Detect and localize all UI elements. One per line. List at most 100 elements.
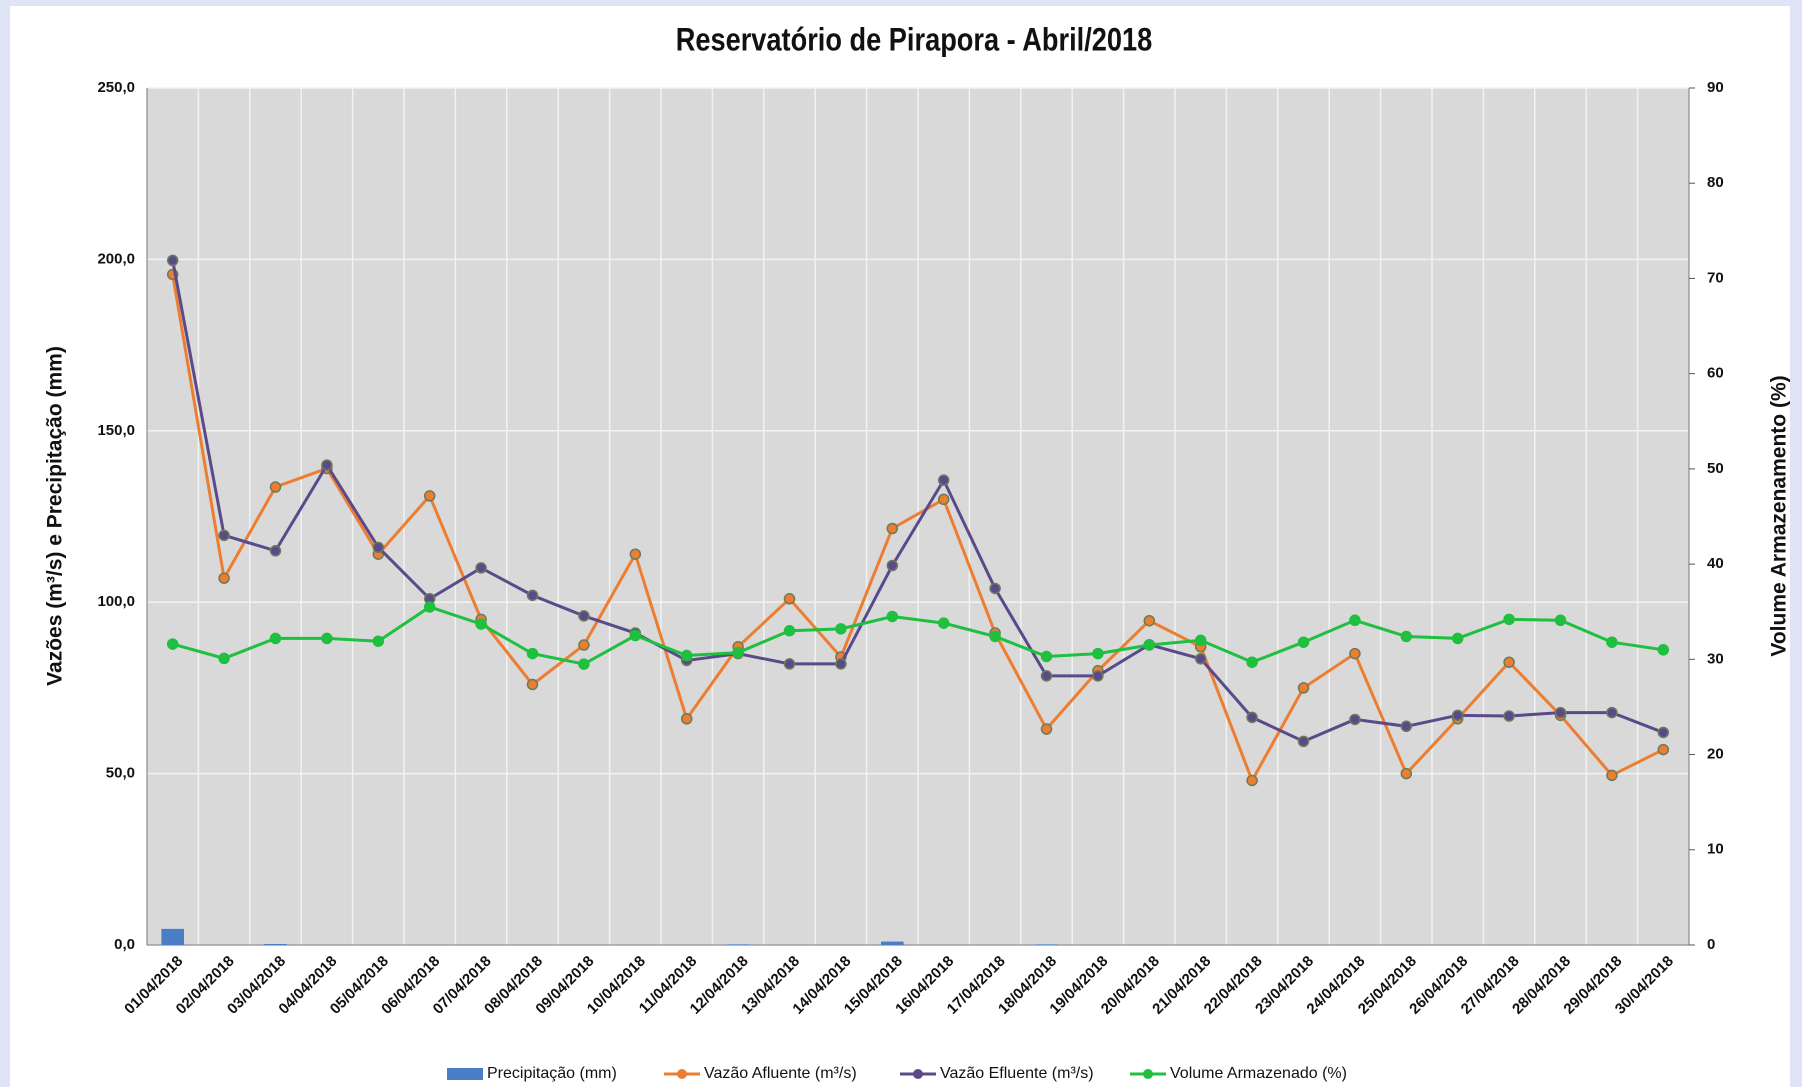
point — [1606, 769, 1618, 782]
point — [989, 630, 1001, 643]
point — [1503, 710, 1515, 722]
point — [372, 541, 385, 554]
point — [1040, 650, 1053, 663]
point — [578, 658, 590, 670]
point — [732, 646, 744, 659]
y-tick-label: 200,0 — [97, 250, 135, 267]
point — [937, 474, 950, 486]
point — [1400, 630, 1413, 643]
y2-tick-label: 80 — [1707, 174, 1724, 191]
y-tick-label: 150,0 — [97, 422, 135, 439]
point — [1451, 632, 1464, 645]
legend-label: Vazão Efluente (m³/s) — [940, 1065, 1094, 1082]
point — [783, 593, 796, 605]
chart-title: Reservatório de Pirapora - Abril/2018 — [676, 22, 1153, 58]
point — [269, 545, 282, 557]
bar — [1035, 944, 1058, 945]
legend-swatch — [1143, 1069, 1153, 1079]
point — [886, 522, 899, 535]
point — [1349, 647, 1361, 660]
point — [526, 589, 539, 602]
bar — [726, 944, 750, 945]
line — [171, 274, 1664, 784]
point — [269, 481, 282, 493]
point — [218, 572, 230, 584]
y-tick-label: 100,0 — [97, 593, 135, 610]
point — [1040, 723, 1053, 735]
point — [372, 635, 385, 647]
point — [1400, 767, 1413, 780]
point — [423, 601, 436, 613]
y2-tick-label: 40 — [1707, 555, 1724, 572]
point — [1503, 613, 1515, 626]
point — [1297, 636, 1310, 648]
point — [1143, 614, 1156, 627]
point — [1092, 647, 1104, 660]
point — [1349, 713, 1361, 726]
y2-tick-label: 70 — [1707, 269, 1724, 286]
point — [835, 623, 847, 635]
point — [321, 632, 333, 645]
point — [1400, 720, 1413, 733]
y-axis-title: Vazões (m³/s) e Precipitação (mm) — [44, 346, 67, 686]
point — [680, 649, 693, 662]
y-tick-label: 0,0 — [114, 936, 135, 953]
point — [989, 582, 1001, 595]
legend-label: Vazão Afluente (m³/s) — [704, 1065, 857, 1082]
point — [937, 617, 950, 629]
point — [629, 629, 642, 642]
point — [578, 610, 590, 622]
point — [1246, 774, 1258, 787]
line — [171, 260, 1664, 744]
y-tick-label: 50,0 — [106, 765, 135, 782]
point — [526, 678, 539, 691]
bar — [161, 928, 185, 945]
y2-tick-label: 90 — [1707, 79, 1724, 96]
point — [1349, 614, 1361, 627]
point — [475, 618, 487, 630]
point — [475, 562, 487, 574]
line — [172, 605, 1664, 666]
point — [1554, 614, 1567, 627]
point — [218, 652, 230, 665]
point — [680, 713, 693, 725]
y2-tick-label: 30 — [1707, 650, 1724, 667]
point — [578, 639, 590, 651]
y2-tick-label: 10 — [1707, 841, 1724, 858]
y2-tick-label: 50 — [1707, 460, 1724, 477]
y-tick-label: 250,0 — [97, 79, 135, 96]
point — [1657, 743, 1670, 756]
legend-swatch — [913, 1069, 923, 1079]
point — [1040, 670, 1053, 682]
y2-tick-label: 0 — [1707, 936, 1715, 953]
point — [1606, 636, 1618, 648]
point — [783, 625, 796, 637]
point — [1297, 735, 1310, 748]
point — [1503, 656, 1515, 668]
point — [886, 559, 899, 572]
legend-swatch — [447, 1068, 483, 1080]
point — [166, 638, 179, 650]
point — [218, 529, 230, 542]
point — [166, 254, 179, 267]
point — [835, 658, 847, 670]
point — [526, 647, 539, 660]
point — [1657, 644, 1670, 656]
point — [937, 493, 950, 506]
legend-label: Precipitação (mm) — [487, 1065, 617, 1082]
point — [1554, 706, 1567, 719]
point — [783, 658, 796, 670]
point — [1297, 682, 1310, 694]
y2-axis-title: Volume Armazenamento (%) — [1768, 375, 1791, 656]
y2-tick-label: 60 — [1707, 365, 1724, 382]
y2-tick-label: 20 — [1707, 746, 1724, 763]
point — [321, 459, 333, 471]
point — [1194, 653, 1207, 665]
bar — [264, 943, 287, 945]
point — [1092, 670, 1104, 682]
point — [1246, 711, 1258, 724]
point — [1606, 706, 1618, 719]
point — [269, 632, 282, 645]
